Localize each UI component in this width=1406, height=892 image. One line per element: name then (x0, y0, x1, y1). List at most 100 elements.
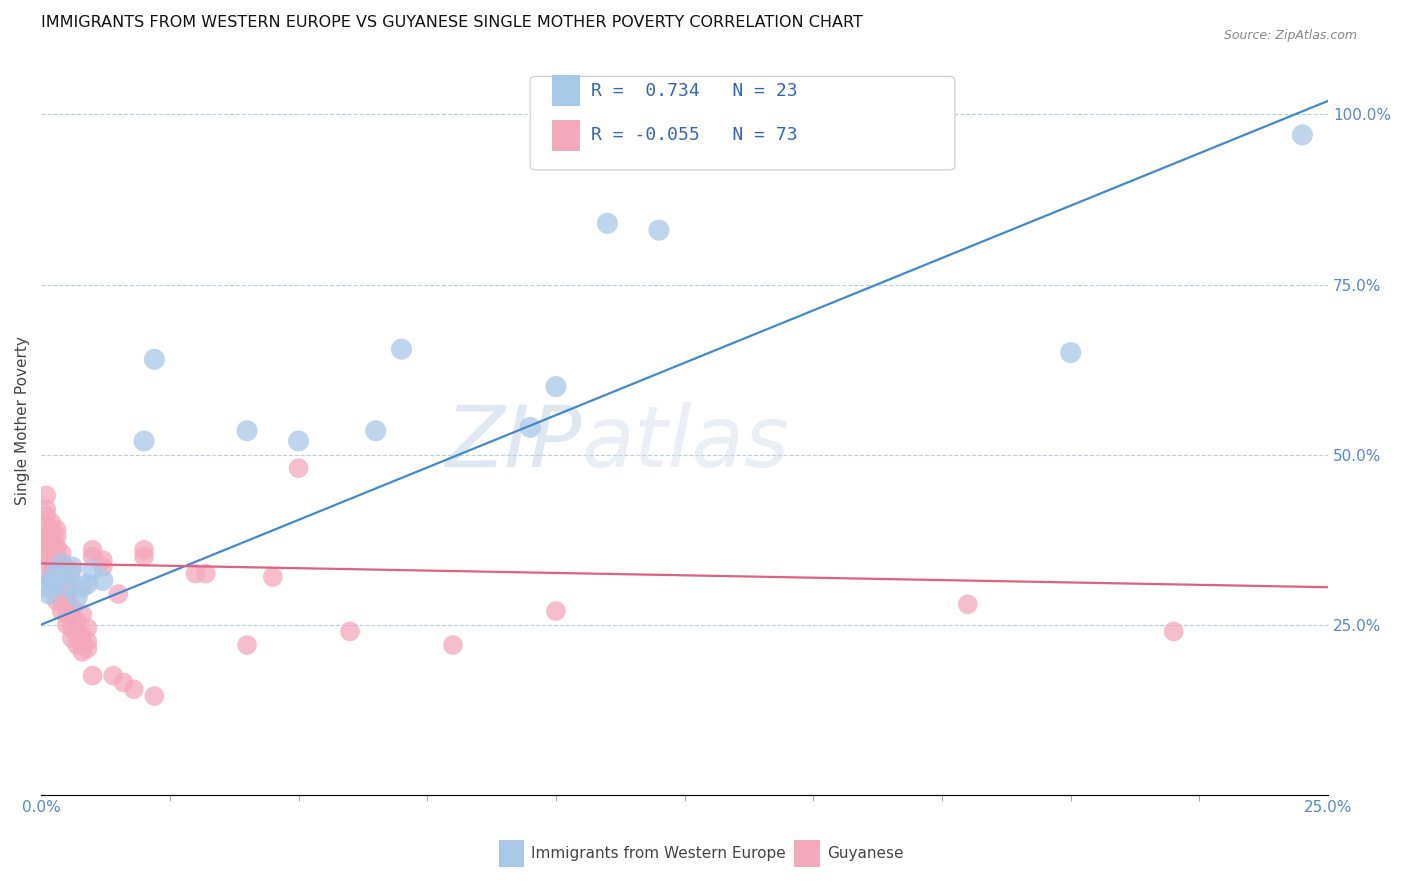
Point (648, 223, 671, 237)
Point (132, 549, 155, 564)
Point (51, 557, 73, 571)
Point (262, 570, 284, 584)
Point (236, 424, 259, 438)
Point (72, 580, 94, 594)
Point (82, 563, 104, 577)
Point (45, 523, 67, 537)
Point (60, 621, 83, 635)
Point (441, 638, 464, 652)
Point (1060, 345, 1083, 359)
Point (339, 624, 361, 639)
Point (56, 617, 79, 632)
Point (287, 434, 309, 448)
Point (184, 566, 207, 581)
Point (82, 542, 104, 557)
Point (143, 352, 166, 367)
Point (91, 553, 114, 567)
Point (72, 645, 94, 659)
Point (103, 668, 125, 682)
Point (122, 682, 145, 697)
Point (956, 597, 979, 611)
Point (45, 563, 67, 577)
Point (60, 632, 83, 646)
Point (56, 580, 79, 594)
Point (45, 566, 67, 581)
Point (41, 542, 63, 557)
Point (72, 607, 94, 622)
Point (56, 600, 79, 615)
Point (66, 591, 89, 605)
Point (41, 553, 63, 567)
Point (364, 424, 387, 438)
Point (66, 628, 89, 642)
Text: Immigrants from Western Europe: Immigrants from Western Europe (531, 847, 786, 861)
Point (107, 587, 129, 601)
Point (56, 594, 79, 608)
Point (45, 540, 67, 554)
Point (544, 379, 567, 393)
Point (51, 594, 73, 608)
Point (35, 502, 58, 516)
Point (41, 536, 63, 550)
Point (91, 574, 114, 588)
Point (236, 638, 259, 652)
Point (58, 566, 80, 581)
Point (51, 574, 73, 588)
Y-axis label: Single Mother Poverty: Single Mother Poverty (15, 336, 30, 505)
Point (35, 519, 58, 533)
Point (82, 549, 104, 564)
Point (66, 614, 89, 628)
Point (41, 574, 63, 588)
Point (34, 546, 56, 560)
Point (41, 529, 63, 543)
Point (35, 529, 58, 543)
Point (45, 583, 67, 598)
Point (60, 611, 83, 625)
Point (1291, 128, 1313, 142)
Point (76, 577, 98, 591)
Point (51, 546, 73, 560)
Bar (553, 75, 581, 106)
Point (35, 488, 58, 502)
Point (56, 591, 79, 605)
Point (112, 675, 135, 690)
Point (42, 577, 65, 591)
Text: R = -0.055   N = 73: R = -0.055 N = 73 (591, 127, 797, 145)
Point (41, 523, 63, 537)
Point (60, 559, 83, 574)
Text: R =  0.734   N = 23: R = 0.734 N = 23 (591, 81, 797, 100)
Point (72, 638, 94, 652)
Point (56, 583, 79, 598)
Point (91, 559, 114, 574)
Text: IMMIGRANTS FROM WESTERN EUROPE VS GUYANESE SINGLE MOTHER POVERTY CORRELATION CHA: IMMIGRANTS FROM WESTERN EUROPE VS GUYANE… (41, 15, 863, 30)
Point (287, 461, 309, 475)
Point (194, 566, 217, 581)
Point (66, 638, 89, 652)
Point (45, 594, 67, 608)
Bar (553, 120, 581, 152)
Point (51, 604, 73, 618)
FancyBboxPatch shape (530, 77, 955, 169)
Point (143, 689, 166, 703)
Point (76, 634, 98, 648)
Point (56, 607, 79, 622)
Point (35, 508, 58, 523)
Point (60, 563, 83, 577)
Point (544, 604, 567, 618)
Point (45, 529, 67, 543)
Text: atlas: atlas (582, 401, 790, 484)
Point (38, 587, 60, 601)
Point (51, 557, 73, 571)
Point (38, 570, 60, 584)
Point (32, 553, 55, 567)
Point (60, 600, 83, 615)
Point (51, 583, 73, 598)
Point (41, 563, 63, 577)
Point (82, 668, 104, 682)
Point (391, 342, 413, 356)
Point (596, 216, 619, 230)
Point (45, 546, 67, 560)
Text: Source: ZipAtlas.com: Source: ZipAtlas.com (1223, 29, 1357, 42)
Point (41, 516, 63, 530)
Point (132, 434, 155, 448)
